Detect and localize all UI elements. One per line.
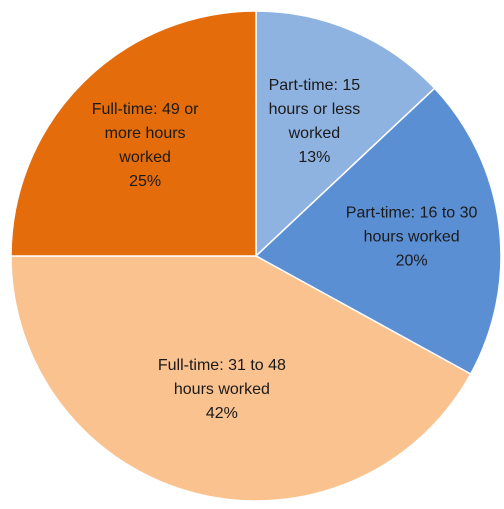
slice-label-line: Part-time: 16 to 30 <box>346 204 478 221</box>
slice-percent-label: 25% <box>129 173 161 190</box>
slice-label-line: Full-time: 31 to 48 <box>158 357 286 374</box>
slices-layer <box>10 10 502 502</box>
slice-label-3: Full-time: 31 to 48 hours worked 42% <box>158 357 286 422</box>
slice-label-line: worked <box>118 149 171 166</box>
slice-label-line: hours worked <box>364 228 460 245</box>
slice-label-line: Full-time: 49 or <box>92 101 199 118</box>
slice-percent-label: 42% <box>206 405 238 422</box>
pie-slice-2 <box>254 87 502 376</box>
slice-label-line: hours or less <box>269 101 361 118</box>
slice-label-2: Part-time: 16 to 30 hours worked 20% <box>346 204 478 269</box>
slice-label-1: Part-time: 15 hours or less worked 13% <box>269 77 361 166</box>
slice-label-line: more hours <box>105 125 186 142</box>
slice-label-line: Part-time: 15 <box>269 77 361 94</box>
pie-slice-4 <box>10 10 257 257</box>
pie-slice-1 <box>255 10 436 258</box>
slice-percent-label: 13% <box>298 149 330 166</box>
slice-percent-label: 20% <box>396 252 428 269</box>
labels-layer: Part-time: 15 hours or less worked 13%Part-… <box>92 77 478 422</box>
slice-label-line: hours worked <box>174 381 270 398</box>
slice-label-line: worked <box>288 125 341 142</box>
slice-label-4: Full-time: 49 or more hours worked 25% <box>92 101 199 190</box>
pie-slice-3 <box>10 255 472 502</box>
